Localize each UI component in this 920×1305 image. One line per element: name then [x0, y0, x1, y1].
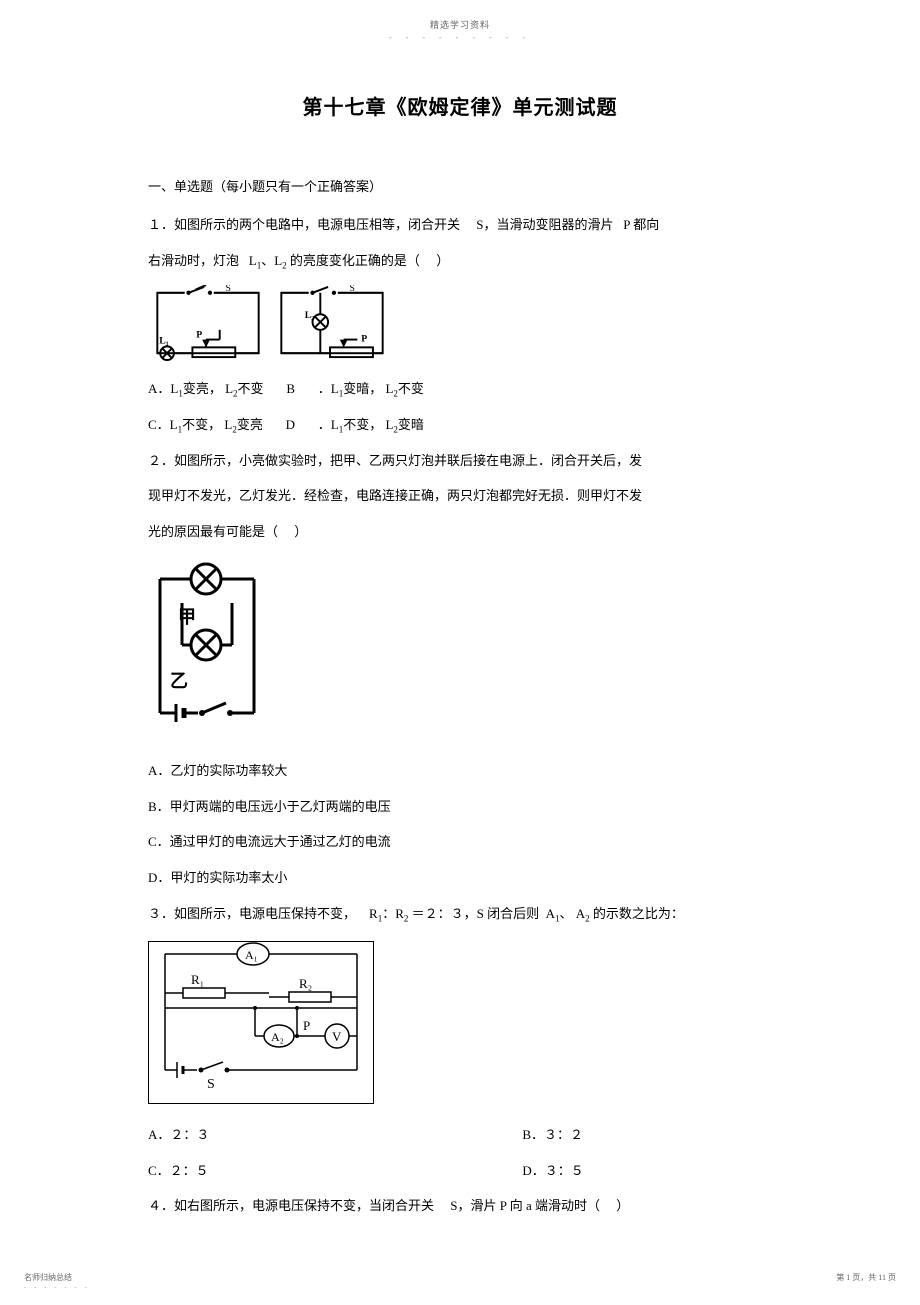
q4-line1: ４．如右图所示，电源电压保持不变，当闭合开关 S，滑片 P 向 a 端滑动时（ … [148, 1189, 772, 1223]
q1-optB-b: 变暗， L [343, 381, 393, 396]
q1-optA-a: A．L [148, 381, 178, 396]
q1-l2e: ） [436, 253, 449, 268]
q1-text-b: S，当滑动变阻器的滑片 [476, 217, 613, 232]
q1-circuit-right: S L₂ P [272, 284, 392, 362]
q2-line3: 光的原因最有可能是（ ） [148, 515, 772, 549]
q1-right-L2: L₂ [305, 310, 314, 321]
q3-R2-label: R₂ [299, 976, 312, 991]
q2-optA: A．乙灯的实际功率较大 [148, 754, 772, 788]
q1-optD-a: ．L [318, 417, 339, 432]
q1-optA-c: 不变 [238, 381, 264, 396]
q1-left-P: P [196, 329, 202, 340]
q3-V-label: V [332, 1029, 342, 1044]
q2-optC: C．通过甲灯的电流远大于通过乙灯的电流 [148, 825, 772, 859]
q1-left-S: S [226, 284, 231, 294]
q3-S-label: S [207, 1077, 215, 1090]
q3-R1-label: R₁ [191, 972, 204, 987]
q1-text-c: P 都向 [623, 217, 659, 232]
q3-optC: C．２：５ [148, 1154, 522, 1188]
q1-right-S: S [350, 284, 355, 294]
footer-left-dots: - - - - - - - [24, 1283, 90, 1291]
page-content: 第十七章《欧姆定律》单元测试题 一、单选题（每小题只有一个正确答案） １．如图所… [0, 42, 920, 1305]
q3-optA: A．２：３ [148, 1118, 522, 1152]
q1-optD-label: D [286, 417, 295, 432]
q3-l1a: ３．如图所示，电源电压保持不变， [148, 906, 356, 921]
q3-A2-label: A₂ [271, 1030, 284, 1044]
q1-optC-a: C．L [148, 417, 178, 432]
q1-l2d: 的亮度变化正确的是（ [290, 253, 420, 268]
q2-figure: 甲 乙 [148, 557, 772, 740]
q2-l3b: ） [294, 524, 307, 539]
q1-l2b: L [249, 253, 257, 268]
q2-circuit-svg: 甲 乙 [148, 557, 266, 727]
q2-optB: B．甲灯两端的电压远小于乙灯两端的电压 [148, 790, 772, 824]
q1-options-ab: A．L1变亮， L2不变 B ．L1变暗， L2不变 [148, 372, 772, 406]
q3-line1: ３．如图所示，电源电压保持不变， R1：R2 ＝２：３，S 闭合后则 A1、 A… [148, 897, 772, 931]
q2-line1: ２．如图所示，小亮做实验时，把甲、乙两只灯泡并联后接在电源上．闭合开关后，发 [148, 444, 772, 478]
q1-optB-a: ．L [318, 381, 339, 396]
q1-line1: １．如图所示的两个电路中，电源电压相等，闭合开关 S，当滑动变阻器的滑片 P 都… [148, 208, 772, 242]
footer-right: 第 1 页，共 11 页 [836, 1272, 896, 1283]
page-title: 第十七章《欧姆定律》单元测试题 [148, 82, 772, 134]
q1-optD-b: 不变， L [343, 417, 393, 432]
q1-optA-b: 变亮， L [183, 381, 233, 396]
q3-options-ab: A．２：３ B．３：２ [148, 1118, 772, 1152]
q3-l1d: ＝２：３，S 闭合后则 [412, 906, 539, 921]
q1-optB-label: B [286, 381, 295, 396]
q1-optC-c: 变亮 [237, 417, 263, 432]
q3-l1f: 、 A [559, 906, 585, 921]
q1-l2c-sub: 2 [282, 260, 287, 270]
q3-circuit-svg: A₁ R₁ R₂ P A₂ [149, 942, 373, 1090]
footer-left: 名师归纳总结 [24, 1272, 72, 1283]
q3-l1c: ：R [382, 906, 404, 921]
q3-l1b: R [369, 906, 378, 921]
q3-optD: D．３：５ [522, 1154, 772, 1188]
q1-l2a: 右滑动时，灯泡 [148, 253, 239, 268]
q3-options-cd: C．２：５ D．３：５ [148, 1154, 772, 1188]
q3-P-label: P [303, 1018, 310, 1033]
q3-l1c-sub: 2 [404, 914, 409, 924]
q1-optC-b: 不变， L [182, 417, 232, 432]
header-dots: - - - - - - - - - [0, 33, 920, 42]
q3-l1f-sub: 2 [585, 914, 590, 924]
q3-optB: B．３：２ [522, 1118, 772, 1152]
q1-circuit-left: S L₁ P [148, 284, 268, 362]
q1-l2c: 、L [261, 253, 282, 268]
q2-l3a: 光的原因最有可能是（ [148, 524, 278, 539]
q1-options-cd: C．L1不变， L2变亮 D ．L1不变， L2变暗 [148, 408, 772, 442]
q1-line2: 右滑动时，灯泡 L1、L2 的亮度变化正确的是（ ） [148, 244, 772, 278]
q1-text-a: １．如图所示的两个电路中，电源电压相等，闭合开关 [148, 217, 460, 232]
q2-optD: D．甲灯的实际功率太小 [148, 861, 772, 895]
q2-line2: 现甲灯不发光，乙灯发光．经检查，电路连接正确，两只灯泡都完好无损．则甲灯不发 [148, 479, 772, 513]
q3-figure: A₁ R₁ R₂ P A₂ [148, 941, 374, 1104]
q3-l1g: 的示数之比为： [593, 906, 684, 921]
q4-l1a: ４．如右图所示，电源电压保持不变，当闭合开关 [148, 1198, 434, 1213]
q1-figure-row: S L₁ P S [148, 284, 772, 362]
q3-A1-label: A₁ [245, 948, 258, 962]
q4-l1c: ） [616, 1198, 629, 1213]
q1-optD-c: 变暗 [398, 417, 424, 432]
q1-left-L1: L₁ [159, 335, 168, 346]
section-heading: 一、单选题（每小题只有一个正确答案） [148, 170, 772, 204]
svg-text:甲: 甲 [178, 607, 196, 627]
svg-text:乙: 乙 [170, 671, 188, 691]
header-note: 精选学习资料 [0, 0, 920, 31]
q3-l1e: A [546, 906, 555, 921]
q4-l1b: S，滑片 P 向 a 端滑动时（ [450, 1198, 600, 1213]
q1-optB-c: 不变 [398, 381, 424, 396]
q1-right-P: P [361, 333, 367, 344]
